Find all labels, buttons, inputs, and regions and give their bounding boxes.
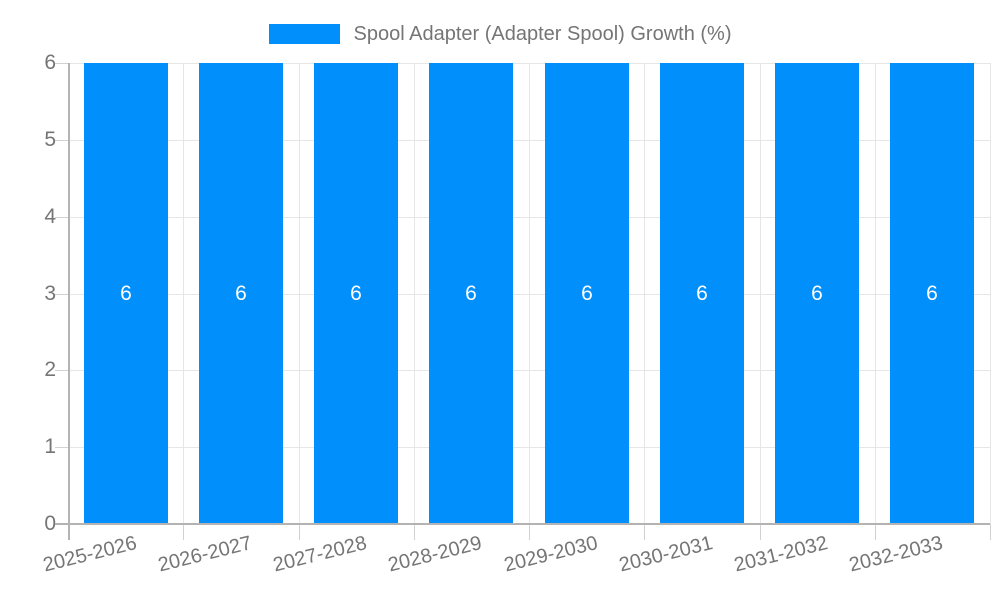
x-axis-tick-label: 2026-2027 xyxy=(156,532,255,577)
x-axis-tick-label: 2025-2026 xyxy=(41,532,140,577)
y-axis-tick-label: 5 xyxy=(44,128,56,151)
legend-label: Spool Adapter (Adapter Spool) Growth (%) xyxy=(353,22,732,45)
bar xyxy=(199,63,283,524)
y-axis-line xyxy=(68,63,70,540)
x-tick-mark xyxy=(529,524,530,540)
x-axis-tick-label: 2030-2031 xyxy=(617,532,716,577)
bar-value-label: 6 xyxy=(350,282,362,305)
x-gridline xyxy=(990,63,991,524)
legend-item[interactable]: Spool Adapter (Adapter Spool) Growth (%) xyxy=(0,20,1000,48)
bar xyxy=(314,63,398,524)
y-tick-mark xyxy=(55,294,68,295)
legend-swatch xyxy=(268,24,340,44)
bar xyxy=(775,63,859,524)
x-gridline xyxy=(183,63,184,524)
bar-value-label: 6 xyxy=(235,282,247,305)
y-tick-mark xyxy=(55,447,68,448)
x-gridline xyxy=(299,63,300,524)
bar-value-label: 6 xyxy=(120,282,132,305)
x-tick-mark xyxy=(644,524,645,540)
bar-value-label: 6 xyxy=(811,282,823,305)
bar xyxy=(84,63,168,524)
y-axis-tick-label: 1 xyxy=(44,435,56,458)
x-axis-line xyxy=(55,523,990,525)
bar-value-label: 6 xyxy=(696,282,708,305)
y-tick-mark xyxy=(55,63,68,64)
x-tick-mark xyxy=(760,524,761,540)
bar xyxy=(660,63,744,524)
x-axis-tick-label: 2028-2029 xyxy=(386,532,485,577)
x-tick-mark xyxy=(875,524,876,540)
x-gridline xyxy=(529,63,530,524)
x-gridline xyxy=(644,63,645,524)
y-tick-mark xyxy=(55,370,68,371)
x-axis-tick-label: 2027-2028 xyxy=(271,532,370,577)
bar-value-label: 6 xyxy=(465,282,477,305)
y-axis-tick-label: 0 xyxy=(44,512,56,535)
bar-value-label: 6 xyxy=(926,282,938,305)
x-gridline xyxy=(760,63,761,524)
y-axis-tick-label: 6 xyxy=(44,51,56,74)
x-axis-tick-label: 2032-2033 xyxy=(847,532,946,577)
y-axis-tick-label: 3 xyxy=(44,282,56,305)
x-gridline xyxy=(414,63,415,524)
bar xyxy=(429,63,513,524)
y-axis-tick-label: 2 xyxy=(44,358,56,381)
y-tick-mark xyxy=(55,217,68,218)
x-axis-tick-label: 2029-2030 xyxy=(502,532,601,577)
x-tick-mark xyxy=(299,524,300,540)
x-tick-mark xyxy=(414,524,415,540)
bar xyxy=(890,63,974,524)
x-tick-mark xyxy=(183,524,184,540)
y-tick-mark xyxy=(55,140,68,141)
y-axis-tick-label: 4 xyxy=(44,205,56,228)
bar xyxy=(545,63,629,524)
x-axis-tick-label: 2031-2032 xyxy=(732,532,831,577)
x-gridline xyxy=(875,63,876,524)
bar-value-label: 6 xyxy=(581,282,593,305)
x-tick-mark xyxy=(990,524,991,540)
